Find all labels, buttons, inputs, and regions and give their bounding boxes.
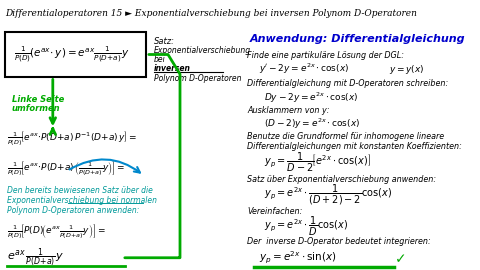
Text: Differentialgleichung mit D-Operatoren schreiben:: Differentialgleichung mit D-Operatoren s…: [247, 79, 448, 88]
Text: Polynom D-Operatoren anwenden:: Polynom D-Operatoren anwenden:: [7, 205, 140, 214]
Text: $y'-2y=e^{2x}\cdot\cos(x)$: $y'-2y=e^{2x}\cdot\cos(x)$: [259, 62, 349, 76]
Text: $\checkmark$: $\checkmark$: [394, 251, 405, 265]
FancyBboxPatch shape: [5, 32, 146, 76]
Text: Den bereits bewiesenen Satz über die: Den bereits bewiesenen Satz über die: [7, 186, 153, 195]
Text: umformen: umformen: [12, 104, 60, 113]
Text: $\frac{1}{P(D)}\!\left(e^{ax}\!\cdot y\right)=e^{ax}\frac{1}{P(D{+}a)}y$: $\frac{1}{P(D)}\!\left(e^{ax}\!\cdot y\r…: [14, 45, 130, 65]
Text: Der  inverse D-Operator bedeutet integrieren:: Der inverse D-Operator bedeutet integrie…: [247, 237, 431, 246]
Text: Exponentialverschiebung: Exponentialverschiebung: [154, 46, 251, 55]
Text: $y_p=\dfrac{1}{D-2}\!\left[e^{2x}\cdot\cos(x)\right]$: $y_p=\dfrac{1}{D-2}\!\left[e^{2x}\cdot\c…: [264, 151, 371, 174]
Text: $\frac{1}{P(D)}\!\left[e^{ax}\!\cdot\!P(D{+}a)\,P^{-1}(D{+}a)\,y\right]=$: $\frac{1}{P(D)}\!\left[e^{ax}\!\cdot\!P(…: [7, 130, 137, 148]
Text: Vereinfachen:: Vereinfachen:: [247, 207, 302, 216]
Text: Ausklammern von y:: Ausklammern von y:: [247, 106, 330, 115]
Text: $\frac{1}{P(D)}\!\left[P(D)\!\left(e^{ax}\frac{1}{P(D{+}a)}y\right)\right]=$: $\frac{1}{P(D)}\!\left[P(D)\!\left(e^{ax…: [7, 223, 106, 241]
Text: Differentialgleichungen mit konstanten Koeffizienten:: Differentialgleichungen mit konstanten K…: [247, 142, 462, 151]
Text: $(D-2)y=e^{2x}\cdot\cos(x)$: $(D-2)y=e^{2x}\cdot\cos(x)$: [264, 117, 360, 131]
Text: $y=y(x)$: $y=y(x)$: [389, 63, 424, 76]
Text: $\frac{1}{P(D)}\!\left[e^{ax}\!\cdot\!P(D{+}a)\,\left(\frac{1}{P(D{+}a)}y\right): $\frac{1}{P(D)}\!\left[e^{ax}\!\cdot\!P(…: [7, 159, 125, 178]
Text: $y_p=e^{2x}\cdot\dfrac{1}{(D+2)-2}\cos(x)$: $y_p=e^{2x}\cdot\dfrac{1}{(D+2)-2}\cos(x…: [264, 183, 392, 207]
Text: $y_p=e^{2x}\cdot\sin(x)$: $y_p=e^{2x}\cdot\sin(x)$: [259, 250, 337, 266]
Text: Satz über Exponentialverschiebung anwenden:: Satz über Exponentialverschiebung anwend…: [247, 175, 436, 184]
Text: Exponentialverschiebung bei normalen: Exponentialverschiebung bei normalen: [7, 196, 157, 205]
Text: Finde eine partikuläre Lösung der DGL:: Finde eine partikuläre Lösung der DGL:: [247, 51, 404, 60]
Text: inversen: inversen: [154, 64, 191, 73]
Text: Linke Seite: Linke Seite: [12, 95, 64, 104]
Text: Satz:: Satz:: [154, 36, 175, 46]
Text: $e^{ax}\,\frac{1}{P(D{+}a)}y$: $e^{ax}\,\frac{1}{P(D{+}a)}y$: [7, 247, 64, 269]
Text: Differentialoperatoren 15 ► Exponentialverschiebung bei inversen Polynom D-Opera: Differentialoperatoren 15 ► Exponentialv…: [5, 9, 417, 18]
Text: Benutze die Grundformel für inhomogene lineare: Benutze die Grundformel für inhomogene l…: [247, 132, 444, 141]
Text: $Dy-2y=e^{2x}\cdot\cos(x)$: $Dy-2y=e^{2x}\cdot\cos(x)$: [264, 90, 359, 104]
Text: Anwendung: Differentialgleichung: Anwendung: Differentialgleichung: [250, 33, 465, 43]
Text: bei: bei: [154, 55, 165, 64]
Text: $y_p=e^{2x}\cdot\dfrac{1}{D}\cos(x)$: $y_p=e^{2x}\cdot\dfrac{1}{D}\cos(x)$: [264, 215, 348, 238]
Text: Polynom D-Operatoren: Polynom D-Operatoren: [154, 74, 241, 83]
